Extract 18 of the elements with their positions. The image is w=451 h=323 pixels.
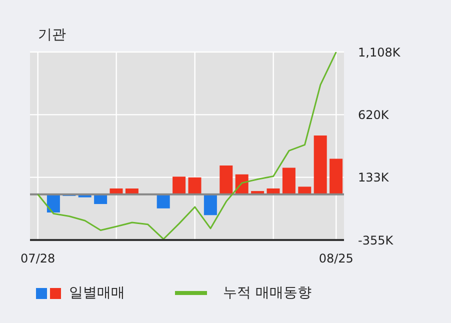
- x-tick-label: 07/28: [20, 252, 56, 266]
- legend-label: 누적 매매동향: [223, 284, 312, 302]
- bar: [204, 194, 217, 216]
- y-tick-label: 1,108K: [358, 45, 402, 60]
- y-tick-label: -355K: [358, 233, 394, 248]
- bar: [188, 177, 202, 194]
- bar: [220, 165, 233, 194]
- legend-label: 일별매매: [69, 284, 125, 302]
- x-tick-label: 08/25: [318, 252, 354, 266]
- bar: [156, 194, 170, 208]
- bar: [330, 158, 343, 194]
- y-axis-title: 기관: [38, 26, 66, 44]
- bar: [314, 136, 327, 194]
- y-tick-label: 133K: [358, 170, 390, 185]
- bar: [172, 176, 186, 194]
- y-tick-label: 620K: [358, 108, 390, 122]
- line-series: [37, 52, 337, 240]
- bar: [282, 168, 296, 194]
